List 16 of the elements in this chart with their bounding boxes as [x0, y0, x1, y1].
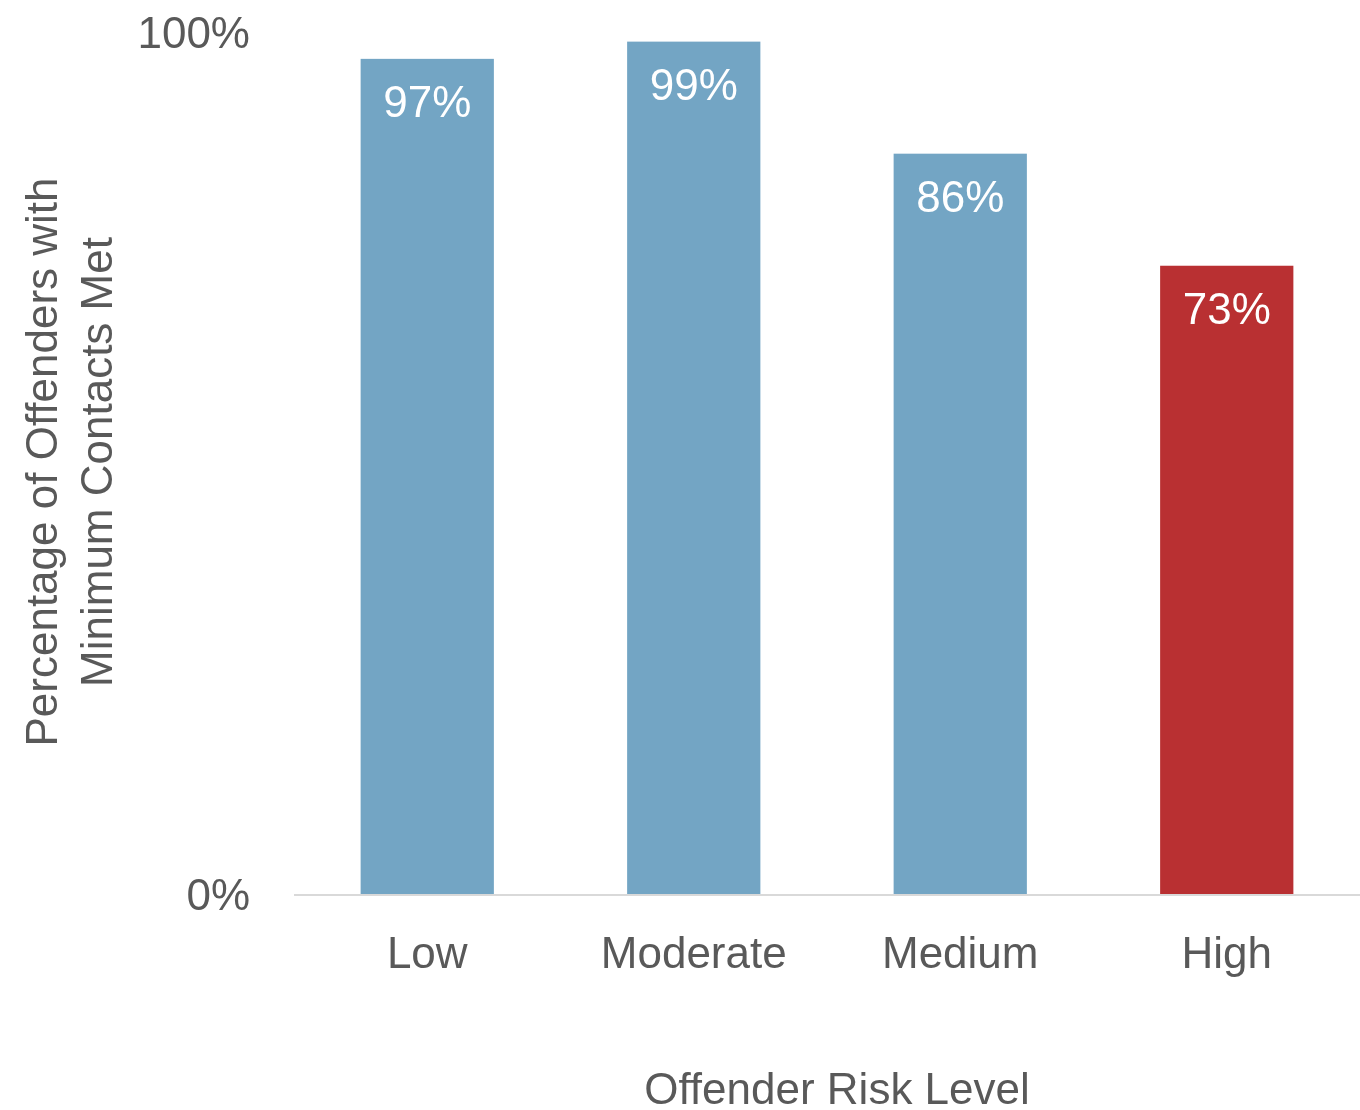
data-label: 73% [1182, 283, 1271, 333]
y-tick-label: 0% [186, 870, 250, 920]
x-tick-label: Medium [882, 928, 1039, 977]
bar [360, 58, 494, 895]
x-tick-label: Low [386, 928, 468, 977]
bar [893, 153, 1027, 895]
data-label: 99% [649, 59, 738, 109]
y-axis-title: Percentage of Offenders with Minimum Contacts Met [17, 177, 121, 747]
data-label: 86% [916, 171, 1005, 221]
x-tick-label: High [1181, 928, 1272, 977]
x-axis-title: Offender Risk Level [644, 1064, 1030, 1110]
bar [627, 41, 761, 895]
y-tick-label: 100% [137, 8, 250, 58]
bar [1160, 265, 1294, 895]
data-label: 97% [383, 76, 472, 126]
x-tick-label: Moderate [600, 928, 787, 977]
